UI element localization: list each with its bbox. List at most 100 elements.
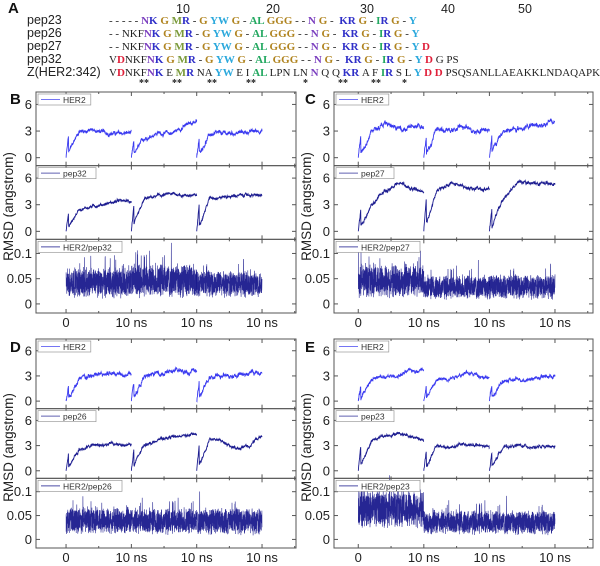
- legend-label: pep27: [361, 169, 385, 179]
- data-series-replica: [423, 500, 490, 536]
- panel-label: D: [10, 339, 21, 356]
- residues: G: [234, 28, 246, 40]
- data-series-replica: [65, 440, 132, 471]
- conservation-star: **: [371, 78, 381, 89]
- data-series-replica: [131, 242, 197, 299]
- x-tick-label: 0: [62, 315, 69, 330]
- residues: YW: [214, 67, 237, 79]
- legend-box: [37, 167, 97, 180]
- data-series-replica: [357, 181, 425, 232]
- residues: N: [146, 54, 155, 66]
- residues: M: [171, 15, 183, 27]
- residues: R: [187, 54, 196, 66]
- position-number: 40: [441, 2, 455, 16]
- y-tick-label: 0: [25, 296, 32, 311]
- data-series-replica: [357, 431, 425, 471]
- data-series-replica: [357, 475, 425, 529]
- residues: N: [310, 28, 322, 40]
- panel-d: D 0 3 6 HER2 0 3 6 pep26 0 0.05 0.1 HER2/pep26 0 10 ns…: [1, 338, 297, 565]
- residues: -: [399, 15, 409, 27]
- subplot-her2-pep26: 0 0.05 0.1 HER2/pep26: [7, 477, 297, 549]
- data-series-replica: [130, 432, 198, 471]
- residues: YW: [212, 41, 235, 53]
- residues: -: [192, 28, 202, 40]
- residues: K: [151, 28, 164, 40]
- y-axis-label: RMSD (angstrom): [1, 393, 16, 502]
- residues: I: [376, 15, 381, 27]
- residues: V: [109, 54, 117, 66]
- data-series-replica: [357, 248, 425, 299]
- residues: -: [248, 54, 256, 66]
- residues: N: [310, 67, 322, 79]
- y-tick-label: 0: [323, 296, 330, 311]
- sequence-row: - - NKFNK G MR - G YW G - AL GGG - - N G…: [109, 28, 420, 40]
- position-number: 50: [518, 2, 532, 16]
- residues: -: [330, 28, 342, 40]
- residues: -: [195, 54, 206, 66]
- residues: R: [380, 15, 392, 27]
- y-tick-label: 0.05: [305, 508, 330, 523]
- y-tick-label: 6: [323, 97, 330, 112]
- subplot-her2-pep27: 0 0.05 0.1 HER2/pep27: [305, 238, 594, 314]
- residues: S L: [395, 67, 414, 79]
- residues: G: [393, 41, 403, 53]
- sequence-name: pep26: [27, 26, 62, 40]
- residues: D: [116, 54, 125, 66]
- y-axis-label: RMSD (angstrom): [299, 152, 314, 261]
- y-tick-label: 0.1: [14, 246, 32, 261]
- residues: GGG: [272, 54, 299, 66]
- residues: N: [313, 54, 325, 66]
- conservation-star: *: [303, 78, 308, 89]
- residues: GGG: [269, 28, 296, 40]
- panel-c: C 0 3 6 HER2 0 3 6 pep27 0 0.05 0.1 HER2/pep27 0 10 ns…: [299, 91, 594, 330]
- conservation-star: **: [172, 78, 182, 89]
- legend-box: [335, 410, 395, 423]
- residues: G: [397, 54, 406, 66]
- residues: - -: [292, 15, 308, 27]
- subplot-her2: 0 3 6 HER2: [323, 91, 594, 167]
- sequence-row: - - NKFNK G MR - G YW G - AL GGG - - N G…: [109, 41, 430, 53]
- y-axis-label: RMSD (angstrom): [1, 152, 16, 261]
- y-tick-label: 0.05: [305, 271, 330, 286]
- residues: R: [386, 54, 397, 66]
- residues: G: [321, 41, 331, 53]
- residues: M: [177, 54, 188, 66]
- panel-a-label: A: [8, 0, 19, 17]
- plot-frame: [35, 238, 297, 314]
- residues: NKF: [124, 54, 147, 66]
- sequence-row: VDNKFNK E MR NA YW E I AL LPN LN N Q Q K…: [109, 67, 600, 79]
- data-series-replica: [423, 441, 490, 471]
- y-tick-label: 0: [25, 532, 32, 547]
- residues: AL: [252, 41, 270, 53]
- sequence-name: pep23: [27, 13, 62, 27]
- residues: YW: [212, 28, 235, 40]
- y-tick-label: 3: [323, 368, 330, 383]
- sequence-row: VDNKFNK G MR - G YW G - AL GGG - - N G -…: [109, 54, 459, 66]
- residues: G: [237, 54, 249, 66]
- y-tick-label: 6: [25, 343, 32, 358]
- residues: KR: [339, 15, 359, 27]
- residues: R: [383, 28, 394, 40]
- y-tick-label: 0: [323, 532, 330, 547]
- residues: -: [402, 28, 412, 40]
- residues: D: [116, 67, 125, 79]
- y-tick-label: 6: [323, 171, 330, 186]
- subplot-her2-pep32: 0 0.05 0.1 HER2/pep32: [7, 238, 297, 314]
- data-series-replica: [489, 495, 556, 536]
- residues: KR: [345, 54, 365, 66]
- y-tick-label: 3: [25, 368, 32, 383]
- residues: -: [192, 41, 202, 53]
- sequence-row: - - - - - NK G MR - G YW G - AL GGG - - …: [109, 15, 417, 27]
- residues: YW: [210, 15, 232, 27]
- legend-label: HER2/pep26: [63, 481, 112, 491]
- residues: R: [184, 41, 193, 53]
- y-tick-label: 0: [323, 224, 330, 239]
- residues: G: [163, 28, 175, 40]
- data-series-replica: [488, 442, 556, 471]
- residues: Q Q: [321, 67, 343, 79]
- conservation-star: **: [139, 78, 149, 89]
- data-series-replica: [423, 180, 490, 232]
- position-number: 10: [176, 2, 190, 16]
- y-tick-label: 6: [323, 413, 330, 428]
